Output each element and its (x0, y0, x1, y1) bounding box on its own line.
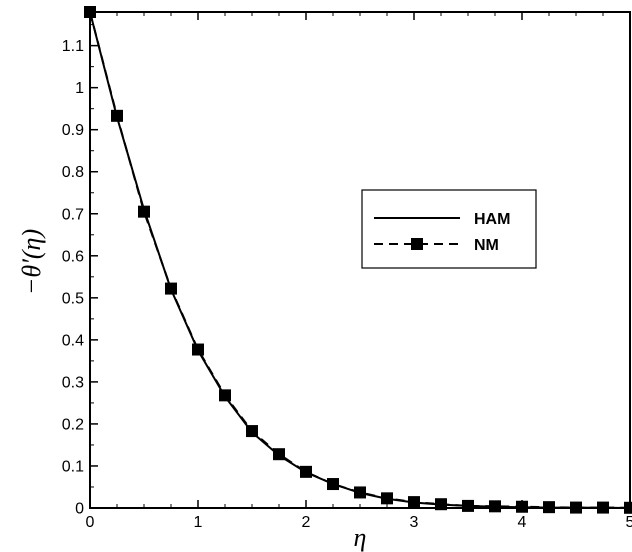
nm-marker (354, 486, 366, 499)
nm-marker (192, 343, 204, 356)
nm-marker (246, 425, 258, 438)
nm-marker (84, 6, 96, 18)
nm-marker (381, 492, 393, 505)
nm-marker (489, 500, 501, 513)
x-tick-label: 2 (302, 514, 311, 531)
nm-marker (624, 501, 632, 514)
nm-marker (273, 448, 285, 461)
nm-marker (138, 205, 150, 218)
legend-nm-marker (411, 238, 423, 250)
ham-line (89, 11, 631, 509)
y-tick-label: 0.5 (62, 290, 84, 307)
plot-frame (89, 11, 631, 509)
nm-marker (435, 498, 447, 511)
legend: HAM NM (361, 189, 537, 269)
x-axis-title: η (354, 523, 367, 552)
legend-nm-label: NM (474, 237, 499, 254)
y-tick-label: 0.8 (62, 164, 84, 181)
y-tick-label: 0.9 (62, 122, 84, 139)
x-tick-label: 0 (86, 514, 95, 531)
y-tick-label: 0.4 (62, 332, 84, 349)
nm-line (89, 11, 631, 509)
x-tick-label: 5 (626, 514, 632, 531)
y-tick-label: 0.7 (62, 206, 84, 223)
x-tick-label: 3 (410, 514, 419, 531)
y-tick-label: 0.3 (62, 374, 84, 391)
nm-marker (111, 109, 123, 122)
nm-marker (516, 500, 528, 513)
nm-marker (300, 465, 312, 478)
y-tick-label: 0.2 (62, 416, 84, 433)
y-axis-title: −θ′(η) (17, 229, 46, 295)
nm-marker (219, 389, 231, 402)
x-tick-label: 4 (518, 514, 527, 531)
nm-marker (462, 499, 474, 512)
nm-marker (570, 501, 582, 514)
y-tick-label: 0 (75, 501, 84, 518)
nm-marker (327, 478, 339, 491)
y-tick-label: 1 (75, 80, 84, 97)
y-tick-label: 0.1 (62, 458, 84, 475)
legend-box (361, 189, 537, 269)
y-tick-label: 1.1 (62, 38, 84, 55)
nm-marker (408, 496, 420, 509)
x-tick-label: 1 (194, 514, 203, 531)
nm-marker (597, 501, 609, 514)
nm-marker (165, 282, 177, 295)
legend-ham-label: HAM (474, 211, 510, 228)
nm-marker (543, 501, 555, 514)
y-tick-label: 0.6 (62, 248, 84, 265)
